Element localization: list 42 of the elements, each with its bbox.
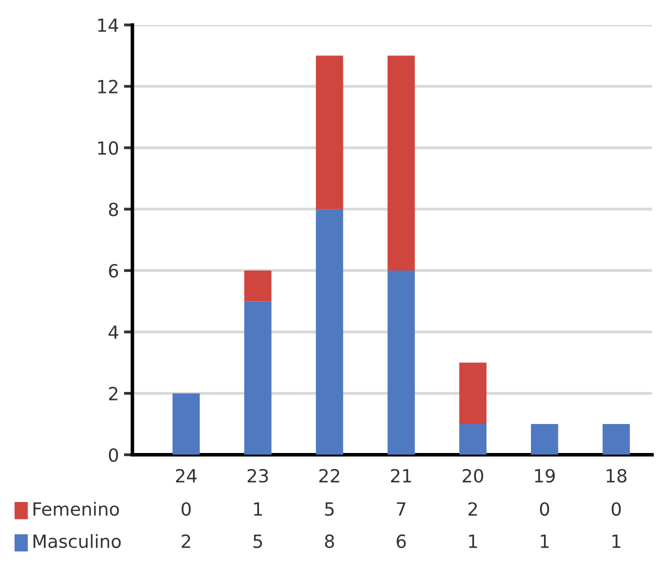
data-label: 2 xyxy=(468,502,477,516)
data-label: 8 xyxy=(324,534,334,548)
legend-label: Femenino xyxy=(34,502,119,516)
legend-label: Masculino xyxy=(34,534,121,548)
data-label: 1 xyxy=(469,534,477,548)
y-tick-label: 0 xyxy=(108,448,118,462)
y-tick-label: 10 xyxy=(98,141,118,155)
data-label: 7 xyxy=(396,502,406,516)
bar xyxy=(388,56,415,271)
data-label: 0 xyxy=(182,502,191,516)
data-label: 6 xyxy=(396,534,406,548)
bar xyxy=(244,301,272,455)
y-tick-label: 6 xyxy=(108,264,118,278)
bar xyxy=(530,424,558,455)
y-tick-label: 14 xyxy=(98,18,118,32)
data-label: 1 xyxy=(612,534,620,548)
x-tick-label: 18 xyxy=(606,468,626,483)
x-tick-label: 21 xyxy=(391,468,412,482)
data-label: 5 xyxy=(253,534,262,548)
data-label: 1 xyxy=(254,502,262,516)
x-tick-label: 24 xyxy=(176,468,197,482)
bar xyxy=(388,270,415,455)
bar xyxy=(172,393,200,455)
data-label: 0 xyxy=(540,502,550,516)
x-tick-label: 20 xyxy=(462,468,484,483)
bar xyxy=(602,424,630,455)
x-tick-label: 22 xyxy=(319,468,340,482)
x-tick-label: 19 xyxy=(535,468,555,483)
y-tick-label: 12 xyxy=(98,80,118,94)
bar xyxy=(316,56,344,210)
bar xyxy=(459,362,486,424)
data-label: 1 xyxy=(540,534,549,548)
y-tick-label: 4 xyxy=(108,326,118,339)
bar xyxy=(244,270,272,302)
y-tick-label: 2 xyxy=(109,386,118,400)
y-tick-label: 8 xyxy=(108,202,118,216)
data-label: 2 xyxy=(182,534,190,548)
x-tick-label: 23 xyxy=(248,468,268,483)
data-label: 5 xyxy=(325,502,334,516)
data-label: 0 xyxy=(612,502,621,516)
bar xyxy=(459,424,486,455)
bar xyxy=(316,209,344,455)
